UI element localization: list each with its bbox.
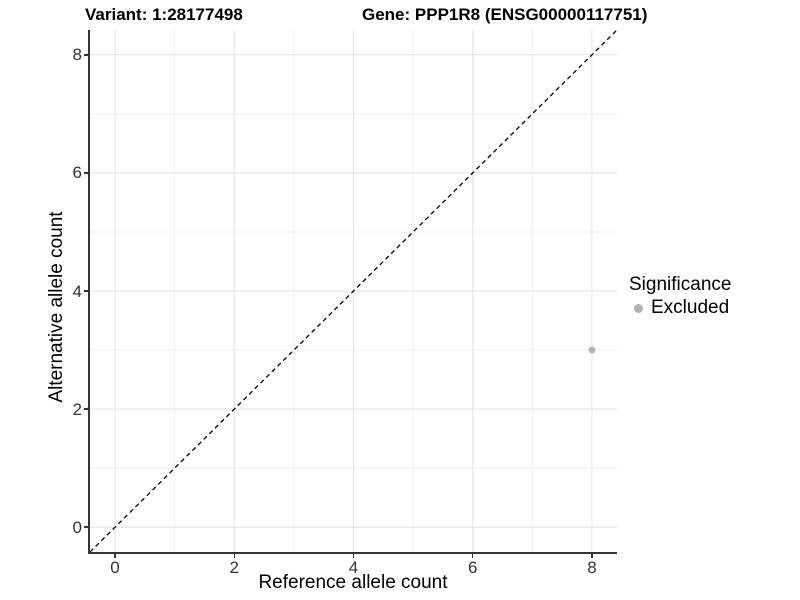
data-point xyxy=(588,346,596,354)
x-tick-mark xyxy=(352,554,355,558)
y-tick-mark xyxy=(84,172,88,174)
x-tick-mark xyxy=(471,554,474,558)
x-axis-line xyxy=(88,552,617,554)
y-tick-mark xyxy=(84,290,88,292)
y-tick-label: 6 xyxy=(72,163,82,183)
y-tick-mark xyxy=(84,54,88,56)
x-tick-label: 4 xyxy=(348,558,359,577)
x-tick-label: 6 xyxy=(467,558,478,577)
y-tick-label: 0 xyxy=(72,517,82,537)
y-axis-title: Alternative allele count xyxy=(46,211,67,403)
plot-title-gene: Gene: PPP1R8 (ENSG00000117751) xyxy=(362,5,648,24)
x-axis-title: Reference allele count xyxy=(258,572,448,593)
legend-item-excluded: Excluded xyxy=(629,297,731,319)
panel-canvas xyxy=(89,29,618,553)
x-tick-mark xyxy=(233,554,236,558)
x-tick-label: 8 xyxy=(587,558,597,577)
y-axis-line xyxy=(88,30,90,554)
legend-key xyxy=(629,299,648,318)
y-tick-mark xyxy=(84,526,88,528)
x-tick-label: 0 xyxy=(110,558,120,577)
legend-point-icon xyxy=(634,303,643,313)
y-tick-label: 8 xyxy=(72,45,82,65)
legend-title: Significance xyxy=(629,274,732,295)
legend: Significance Excluded xyxy=(629,274,731,319)
y-tick-label: 4 xyxy=(72,281,82,301)
x-tick-mark xyxy=(114,554,116,558)
plot-title-variant: Variant: 1:28177498 xyxy=(85,5,243,24)
x-tick-mark xyxy=(591,554,593,558)
plot-panel xyxy=(89,29,618,553)
y-tick-mark xyxy=(84,408,88,410)
x-tick-label: 2 xyxy=(229,558,239,577)
legend-item-label: Excluded xyxy=(651,297,730,318)
y-tick-label: 2 xyxy=(72,399,82,419)
identity-dashed-line xyxy=(89,29,618,553)
